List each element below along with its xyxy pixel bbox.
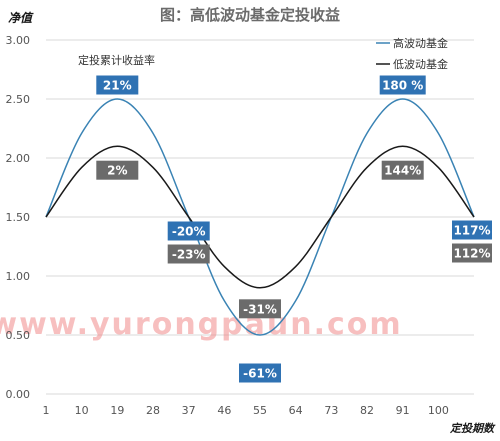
x-tick-label: 10: [75, 404, 89, 417]
data-label-box: [379, 75, 426, 95]
data-label: 144%: [384, 164, 421, 178]
legend-label-low: 低波动基金: [393, 57, 448, 71]
data-label: -61%: [243, 367, 277, 381]
x-tick-label: 28: [146, 404, 160, 417]
x-axis-label: 定投期数: [449, 422, 496, 435]
y-tick-label: 0.00: [6, 388, 31, 401]
series-layer: [45, 98, 475, 336]
data-label: 180 %: [382, 79, 423, 93]
y-axis-label: 净值: [8, 11, 34, 25]
data-label-box: [167, 244, 210, 264]
y-tick-label: 2.00: [6, 152, 31, 165]
chart-title: 图：高低波动基金定投收益: [160, 6, 340, 24]
y-tick-label: 3.00: [6, 34, 31, 47]
data-label: -31%: [243, 302, 277, 316]
watermark-text: www.yurongpaun.com: [0, 307, 403, 342]
legend-label-high: 高波动基金: [393, 36, 448, 50]
series-line-high-volatility: [45, 98, 475, 336]
data-label: 2%: [107, 164, 127, 178]
axis-layer: 0.00 0.50 1.00 1.50 2.00 2.50 3.00 1 10 19 28 37 46 5…: [6, 34, 449, 417]
x-tick-label: 64: [289, 404, 303, 417]
x-tick-label: 46: [217, 404, 231, 417]
y-tick-label: 1.00: [6, 270, 31, 283]
cumulative-return-annotation: 定投累计收益率: [78, 53, 155, 67]
x-tick-label: 55: [253, 404, 267, 417]
data-label: -20%: [172, 225, 206, 239]
data-label-box: [452, 220, 492, 240]
x-tick-label: 19: [110, 404, 124, 417]
x-tick-label: 1: [43, 404, 50, 417]
x-tick-label: 91: [396, 404, 410, 417]
data-label: 21%: [103, 79, 132, 93]
data-label: 117%: [453, 224, 490, 238]
x-tick-label: 37: [182, 404, 196, 417]
data-label: -23%: [172, 248, 206, 262]
data-label: 112%: [453, 247, 490, 261]
data-label-box: [167, 221, 210, 241]
data-label-box: [96, 160, 139, 180]
x-tick-label: 82: [360, 404, 374, 417]
data-label-box: [96, 75, 139, 95]
watermark-layer: www.yurongpaun.com: [0, 307, 403, 342]
series-line-low-volatility: [45, 145, 475, 289]
data-label-box: [239, 363, 281, 383]
data-label-box: [381, 160, 424, 180]
x-tick-label: 100: [428, 404, 449, 417]
label-layer: 21% 2% -20% -23% -31% -61% 180 % 144% 117% 112%: [96, 75, 492, 383]
data-label-box: [452, 243, 492, 263]
y-tick-label: 0.50: [6, 329, 31, 342]
y-tick-label: 1.50: [6, 211, 31, 224]
x-tick-label: 73: [324, 404, 338, 417]
legend: 高波动基金 低波动基金: [376, 36, 448, 71]
y-tick-label: 2.50: [6, 93, 31, 106]
data-label-box: [239, 299, 281, 319]
